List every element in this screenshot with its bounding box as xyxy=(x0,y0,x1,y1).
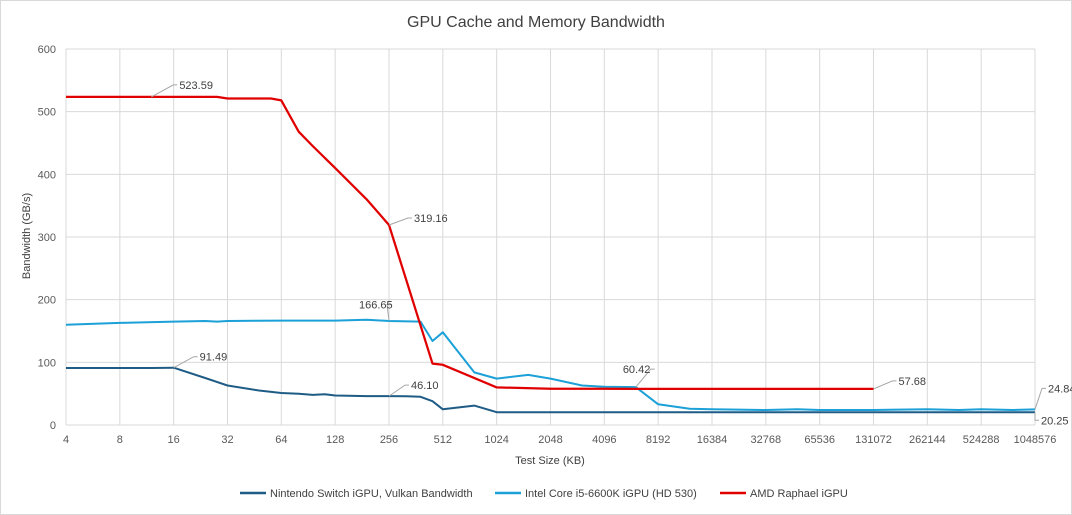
x-tick-label: 1048576 xyxy=(1014,434,1057,446)
x-tick-label: 512 xyxy=(434,434,452,446)
data-label: 523.59 xyxy=(179,80,213,92)
chart-title: GPU Cache and Memory Bandwidth xyxy=(407,14,665,31)
x-tick-label: 8192 xyxy=(646,434,670,446)
x-tick-label: 128 xyxy=(326,434,344,446)
x-tick-label: 64 xyxy=(275,434,287,446)
legend-label-1: Intel Core i5-6600K iGPU (HD 530) xyxy=(525,488,697,500)
x-tick-label: 16384 xyxy=(697,434,728,446)
x-tick-label: 4 xyxy=(63,434,69,446)
data-label-leader xyxy=(635,368,655,388)
data-label: 20.25 xyxy=(1041,415,1069,427)
data-label: 57.68 xyxy=(899,376,927,388)
data-label: 60.42 xyxy=(623,364,651,376)
x-tick-label: 8 xyxy=(117,434,123,446)
data-label-leader xyxy=(1034,387,1046,410)
y-tick-label: 100 xyxy=(38,357,56,369)
data-label-leader xyxy=(173,356,198,369)
x-tick-label: 2048 xyxy=(538,434,562,446)
data-label-leader xyxy=(386,304,391,321)
data-label-leader xyxy=(388,384,409,397)
x-tick-label: 1024 xyxy=(484,434,508,446)
x-tick-label: 32 xyxy=(221,434,233,446)
x-tick-label: 524288 xyxy=(963,434,1000,446)
y-axis-label: Bandwidth (GB/s) xyxy=(21,193,33,279)
data-label: 166.65 xyxy=(359,300,393,312)
x-axis-label: Test Size (KB) xyxy=(515,455,585,467)
legend: Nintendo Switch iGPU, Vulkan Bandwidth In… xyxy=(240,488,848,500)
x-axis-ticks: 4 8 16 32 64 128 256 512 1024 2048 4096 8192 16384 32… xyxy=(63,434,1056,446)
y-axis-ticks: 0 100 200 300 400 500 600 xyxy=(38,44,56,432)
y-tick-label: 400 xyxy=(38,169,56,181)
data-label: 24.84 xyxy=(1048,383,1072,395)
x-tick-label: 256 xyxy=(380,434,398,446)
y-tick-label: 600 xyxy=(38,44,56,56)
series-line-1 xyxy=(65,318,1036,411)
x-tick-label: 131072 xyxy=(855,434,892,446)
data-label-leader xyxy=(873,380,897,390)
y-tick-label: 200 xyxy=(38,295,56,307)
series-line-2 xyxy=(66,95,874,391)
data-label-leader xyxy=(151,84,178,98)
data-label-leader xyxy=(1034,412,1039,421)
data-label-leader xyxy=(388,217,412,226)
data-label: 91.49 xyxy=(200,352,228,364)
y-tick-label: 0 xyxy=(50,420,56,432)
y-tick-label: 300 xyxy=(38,232,56,244)
gridlines xyxy=(65,48,1036,426)
x-tick-label: 65536 xyxy=(804,434,835,446)
legend-label-0: Nintendo Switch iGPU, Vulkan Bandwidth xyxy=(270,488,473,500)
x-tick-label: 16 xyxy=(168,434,180,446)
data-label: 319.16 xyxy=(414,213,448,225)
data-labels: 523.59 319.16 57.68 166.65 60.42 24.84 91.49 46… xyxy=(151,80,1072,427)
data-label: 46.10 xyxy=(411,380,439,392)
x-tick-label: 262144 xyxy=(909,434,946,446)
y-tick-label: 500 xyxy=(38,107,56,119)
x-tick-label: 32768 xyxy=(751,434,782,446)
legend-label-2: AMD Raphael iGPU xyxy=(750,488,848,500)
x-tick-label: 4096 xyxy=(592,434,616,446)
